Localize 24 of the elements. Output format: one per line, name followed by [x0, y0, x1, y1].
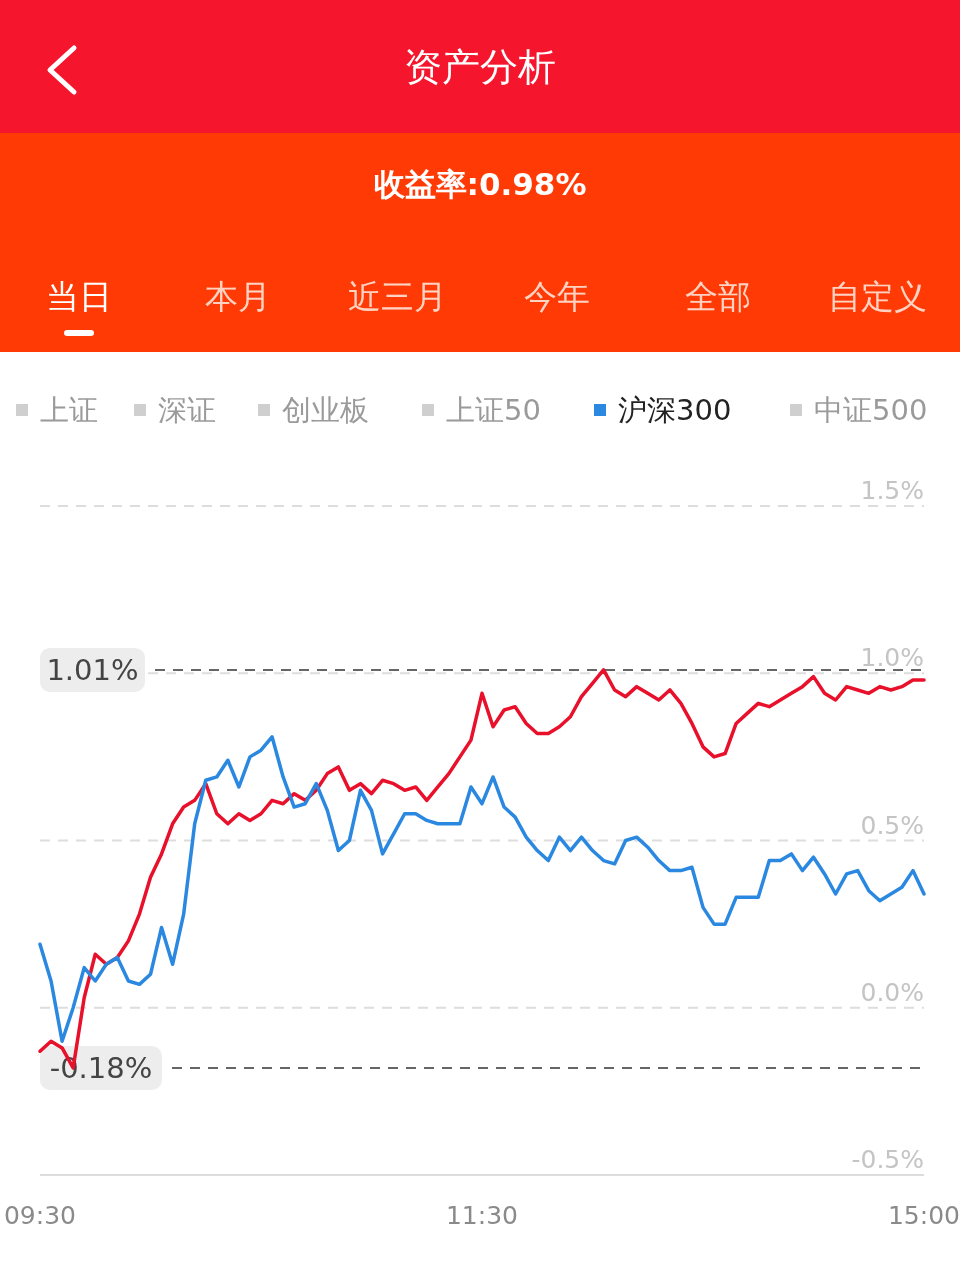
text: 自定义 — [827, 277, 927, 316]
x-tick-label: 09:30 — [3, 1201, 77, 1230]
text: 当日 — [46, 277, 112, 316]
ref-line-label: 1.01% — [46, 652, 139, 687]
y-tick-label: 1.5% — [860, 476, 924, 505]
y-tick-label: -0.5% — [851, 1145, 924, 1174]
y-tick-label: 1.0% — [860, 643, 924, 673]
text: 深证 — [158, 393, 216, 427]
ref-line-label: -0.18% — [49, 1050, 153, 1085]
text: 中证500 — [814, 393, 928, 427]
y-tick-label: 0.0% — [860, 977, 924, 1007]
y-tick-label: 0.5% — [860, 810, 924, 840]
chart-title: 资产分析 — [404, 45, 556, 89]
text: 本月 — [205, 277, 271, 316]
legend-label: 沪深300 — [618, 393, 732, 427]
text: 上证 — [40, 393, 98, 427]
text: 今年 — [524, 277, 590, 316]
text: 近三月 — [347, 277, 447, 316]
text: 上证50 — [446, 393, 541, 427]
text: 创业板 — [282, 393, 369, 427]
x-tick-label: 15:00 — [887, 1201, 960, 1230]
x-tick-label: 11:30 — [445, 1201, 519, 1230]
chart-subtitle: 收益率:0.98% — [373, 166, 587, 202]
text: 全部 — [685, 277, 751, 316]
